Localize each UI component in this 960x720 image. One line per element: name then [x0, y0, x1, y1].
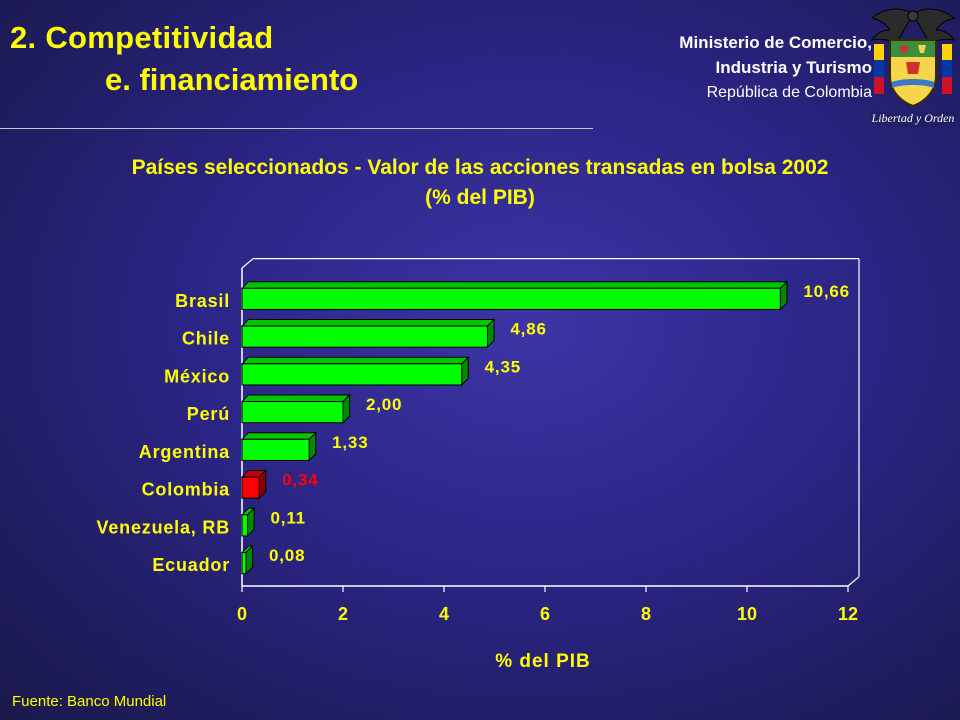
bar-front-face: [241, 401, 344, 424]
x-tick-label: 12: [838, 604, 858, 624]
bar-top-face: [240, 394, 351, 403]
x-tick-label: 4: [439, 604, 449, 624]
motto-text: Libertad y Orden: [871, 111, 955, 125]
value-label: 4,35: [485, 357, 521, 376]
chart-title-line-2: (% del PIB): [425, 186, 535, 209]
bar-front-face: [241, 514, 249, 537]
x-tick-label: 8: [641, 604, 651, 624]
bar-front-face: [241, 438, 310, 461]
bar-0: [240, 280, 789, 311]
chart-title-line-1: Países seleccionados - Valor de las acci…: [131, 156, 829, 179]
bar-5: [240, 469, 267, 500]
frame-top-left: [241, 258, 254, 269]
category-label: Venezuela, RB: [97, 517, 230, 537]
subsection-title: e. financiamiento: [105, 62, 359, 97]
category-label: Ecuador: [152, 555, 230, 575]
category-label: Perú: [187, 404, 230, 424]
x-axis-ticks: 0 2 4 6 8 10 12: [237, 586, 858, 624]
x-tick-label: 10: [737, 604, 757, 624]
value-label: 0,34: [282, 471, 318, 490]
value-label: 4,86: [510, 320, 546, 339]
x-tick-label: 0: [237, 604, 247, 624]
title-divider: [0, 128, 593, 129]
ministry-block: Ministerio de Comercio, Industria y Turi…: [679, 30, 872, 105]
bar-7: [240, 544, 254, 575]
bar-1: [240, 318, 496, 349]
x-tick-label: 2: [338, 604, 348, 624]
frame-bottom-right: [847, 576, 860, 587]
bar-top-face: [240, 356, 470, 365]
category-labels: Brasil Chile México Perú Argentina Colombia Ve…: [97, 291, 231, 575]
category-label: México: [164, 366, 230, 386]
bars-group: [240, 280, 789, 575]
source-note: Fuente: Banco Mundial: [12, 693, 167, 710]
bar-front-face: [241, 287, 781, 310]
section-title: 2. Competitividad: [10, 20, 274, 55]
bar-front-face: [241, 552, 247, 575]
bar-4: [240, 431, 317, 462]
bar-front-face: [241, 363, 463, 386]
value-label: 2,00: [366, 395, 402, 414]
bar-top-face: [240, 432, 317, 440]
bar-6: [240, 506, 256, 538]
category-label: Brasil: [175, 291, 230, 311]
coat-of-arms-icon: Libertad y Orden: [870, 8, 956, 127]
ministry-line-2: Industria y Turismo: [715, 58, 873, 77]
value-labels: 10,66 4,86 4,35 2,00 1,33 0,34 0,11 0,08: [269, 282, 850, 565]
bar-front-face: [241, 325, 488, 348]
chart-title: Países seleccionados - Valor de las acci…: [20, 153, 940, 213]
category-label: Chile: [182, 329, 230, 349]
ministry-line-1: Ministerio de Comercio,: [679, 33, 872, 52]
bar-front-face: [241, 476, 260, 499]
bar-3: [240, 393, 351, 424]
bar-top-face: [240, 318, 496, 327]
x-axis-label: % del PIB: [495, 651, 591, 672]
value-label: 1,33: [332, 433, 368, 452]
x-tick-label: 6: [540, 604, 550, 624]
value-label: 0,08: [269, 546, 305, 565]
category-label: Argentina: [139, 442, 230, 462]
value-label: 10,66: [803, 282, 850, 301]
bar-2: [240, 355, 470, 387]
ministry-line-3: República de Colombia: [706, 84, 872, 101]
value-label: 0,11: [271, 508, 306, 527]
bar-top-face: [240, 281, 789, 289]
category-label: Colombia: [142, 480, 231, 500]
